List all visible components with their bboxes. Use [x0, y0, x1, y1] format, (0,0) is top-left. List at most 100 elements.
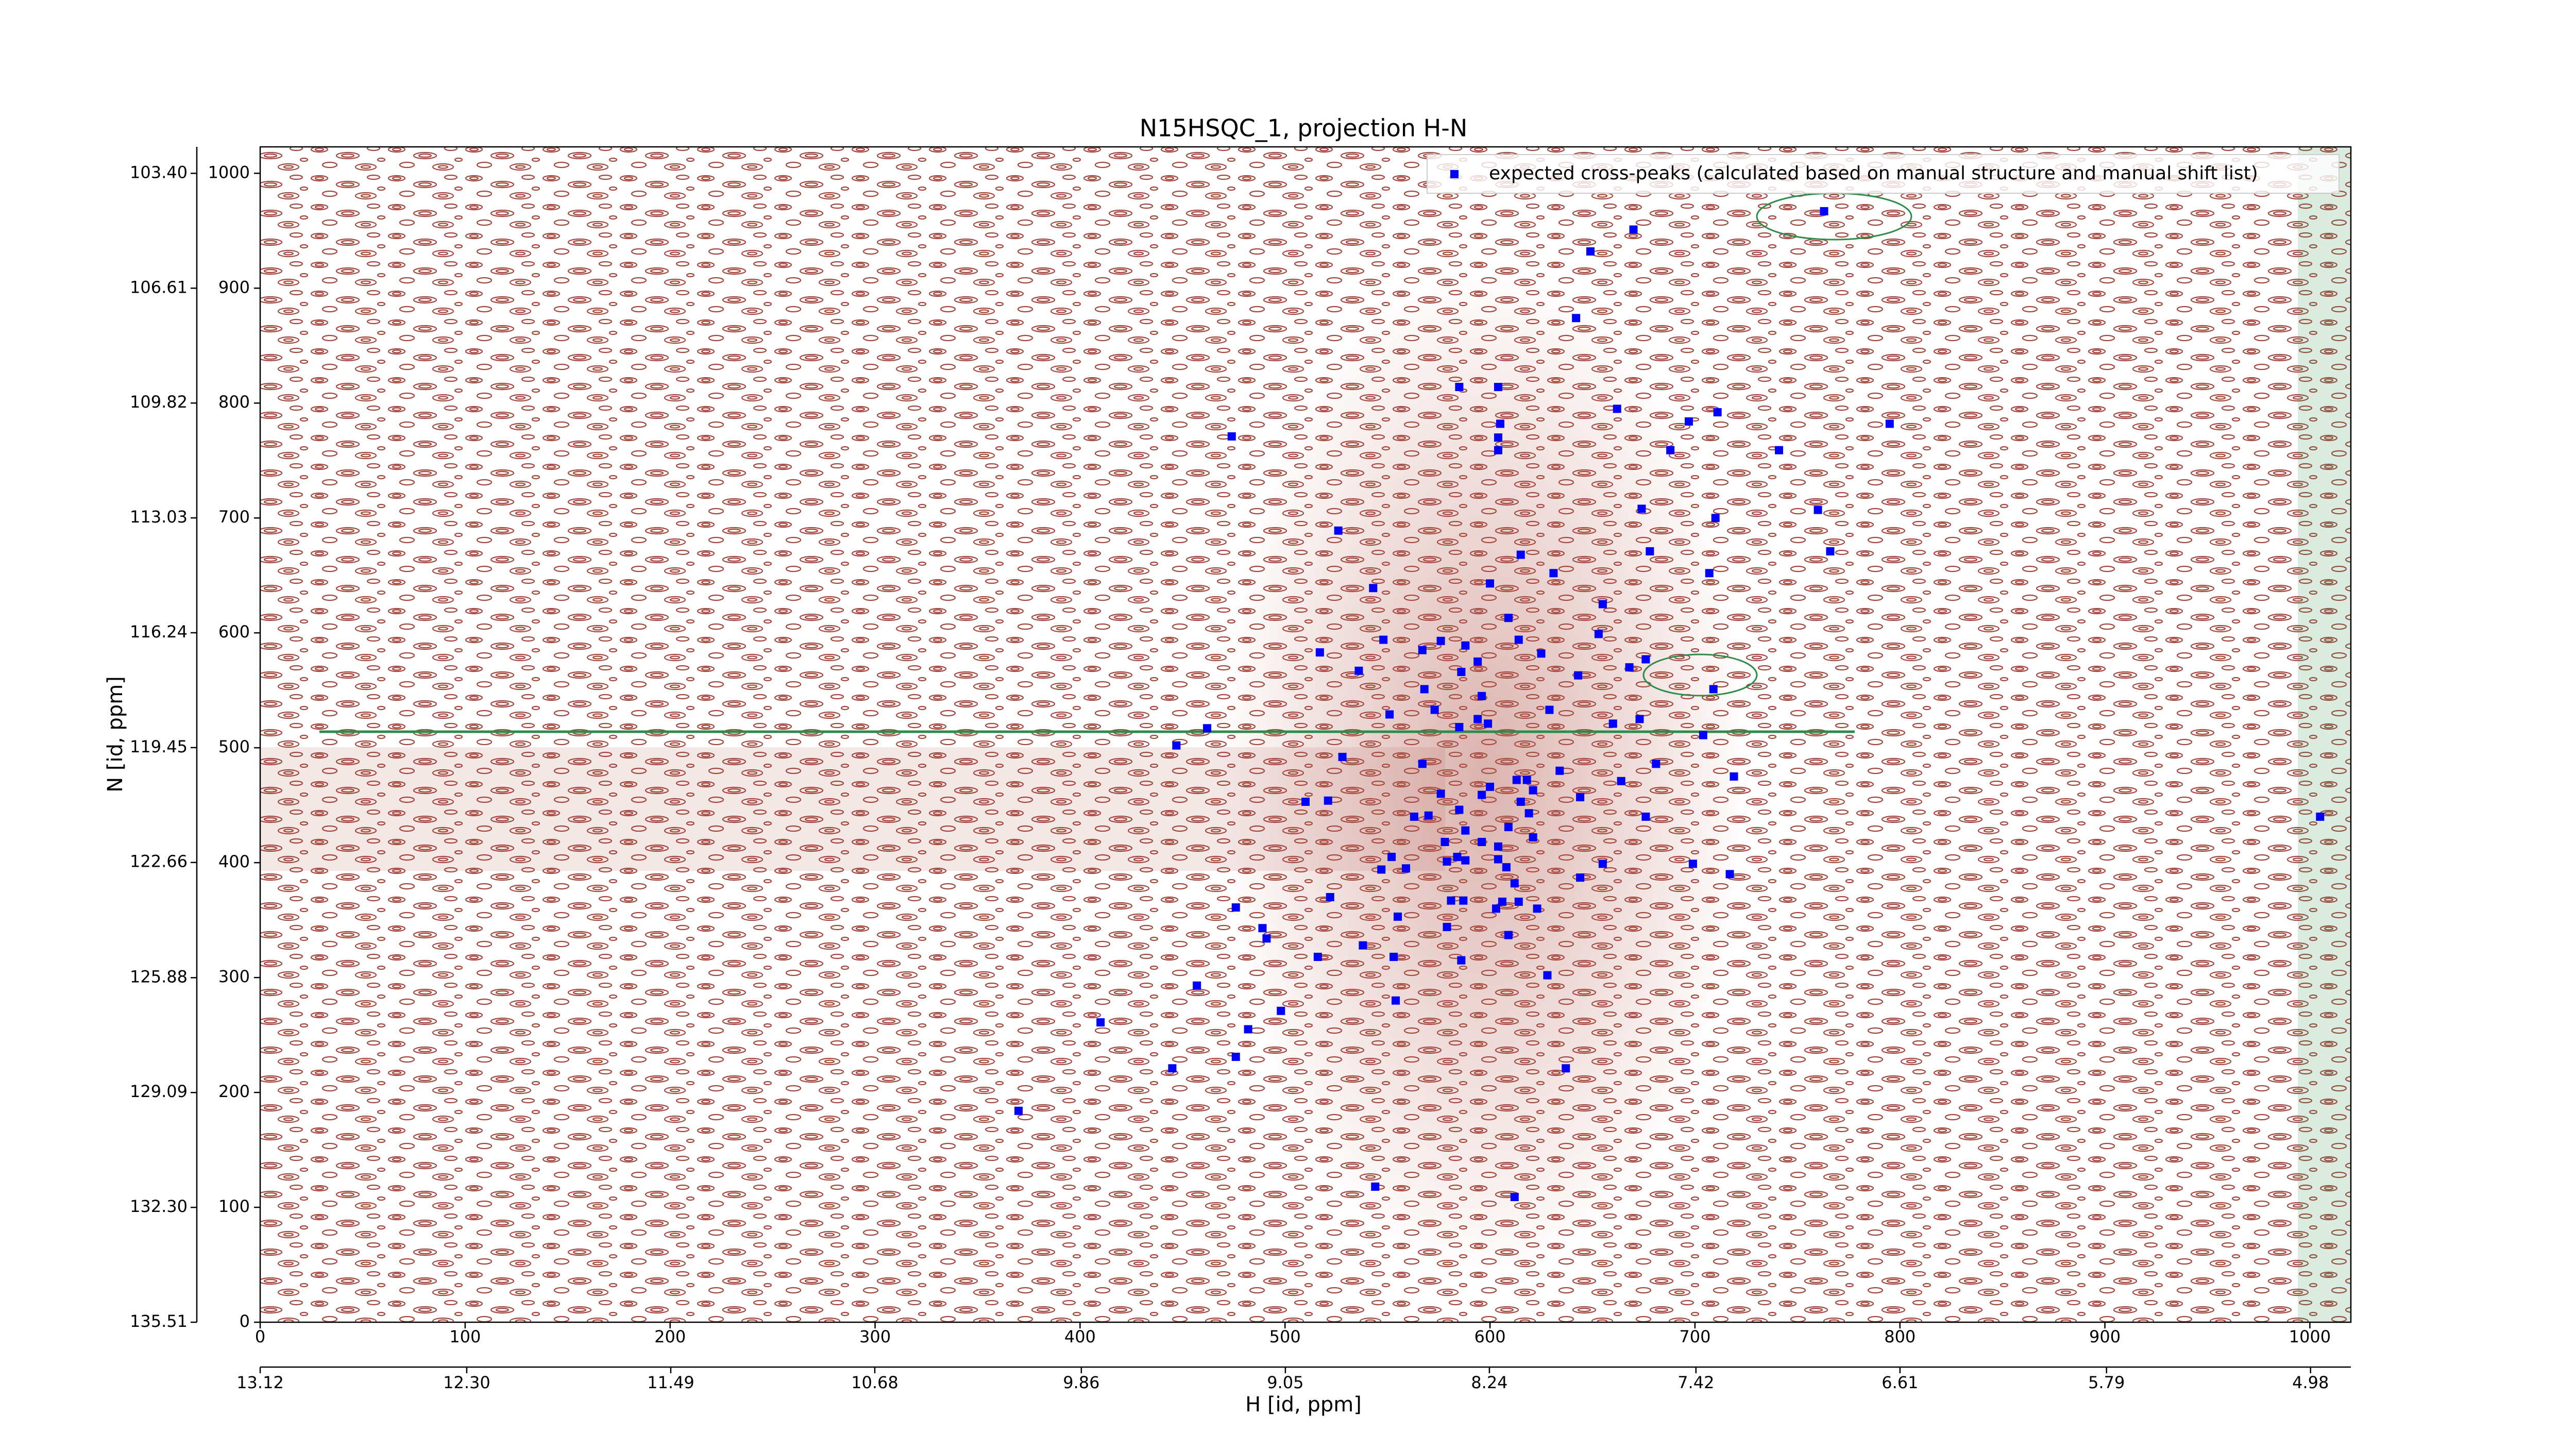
- x2-tick-label: 8.24: [1471, 1373, 1507, 1392]
- peak-marker: [1514, 635, 1523, 644]
- peak-marker: [1504, 614, 1513, 622]
- peak-marker: [1826, 547, 1835, 555]
- peak-marker: [1814, 506, 1822, 514]
- peak-marker: [1537, 649, 1546, 658]
- peak-marker: [1608, 719, 1617, 728]
- peak-marker: [1420, 685, 1429, 694]
- y2-tick-label: 122.66: [130, 852, 188, 871]
- peak-marker: [1572, 314, 1581, 323]
- peak-marker: [1418, 646, 1427, 654]
- peak-marker: [1301, 797, 1310, 806]
- peak-marker: [1315, 648, 1324, 657]
- peak-marker: [1562, 1064, 1570, 1073]
- peak-marker: [1516, 797, 1525, 806]
- peak-marker: [1635, 715, 1644, 723]
- x2-tick-label: 9.86: [1063, 1373, 1099, 1392]
- peak-marker: [1885, 419, 1894, 428]
- peak-marker: [1486, 579, 1495, 588]
- peak-marker: [1457, 667, 1466, 676]
- x-tick-label: 300: [859, 1327, 891, 1346]
- y-tick-label: 700: [218, 507, 250, 527]
- legend-marker: [1450, 170, 1459, 178]
- peak-marker: [1555, 766, 1564, 775]
- peak-marker: [1646, 547, 1654, 555]
- y2-tick-label: 109.82: [130, 392, 188, 412]
- peak-marker: [1494, 842, 1502, 851]
- peak-marker: [1512, 776, 1521, 784]
- peak-marker: [1617, 777, 1625, 785]
- peak-marker: [1711, 514, 1720, 523]
- peak-marker: [1641, 655, 1650, 664]
- x-tick-label: 700: [1679, 1327, 1710, 1346]
- peak-marker: [1713, 408, 1722, 417]
- x2-tick-label: 10.68: [851, 1373, 899, 1392]
- peak-marker: [1440, 837, 1449, 846]
- x-tick-label: 400: [1064, 1327, 1096, 1346]
- peak-marker: [1359, 941, 1367, 950]
- peak-marker: [1096, 1018, 1105, 1027]
- peak-marker: [1193, 981, 1201, 990]
- peak-marker: [1461, 856, 1470, 865]
- peak-marker: [1244, 1025, 1252, 1034]
- peak-marker: [1492, 904, 1500, 913]
- peak-marker: [1262, 934, 1271, 943]
- y2-tick-label: 103.40: [130, 162, 188, 182]
- y2-tick-label: 135.51: [130, 1311, 188, 1331]
- peak-marker: [1379, 635, 1388, 644]
- peak-marker: [1504, 822, 1513, 831]
- x-tick-label: 0: [255, 1327, 265, 1346]
- peak-marker: [1231, 1052, 1240, 1061]
- peak-marker: [1430, 705, 1439, 714]
- chart-title: N15HSQC_1, projection H-N: [1140, 114, 1468, 142]
- peak-marker: [1545, 705, 1554, 714]
- x-tick-label: 1000: [2289, 1327, 2331, 1346]
- x-tick-label: 600: [1475, 1327, 1506, 1346]
- peak-marker: [1473, 657, 1482, 666]
- peak-marker: [1203, 724, 1212, 733]
- legend-label: expected cross-peaks (calculated based o…: [1489, 163, 2258, 184]
- x2-tick-label: 9.05: [1267, 1373, 1303, 1392]
- peak-marker: [1443, 857, 1451, 866]
- peak-marker: [1576, 873, 1585, 882]
- x2-tick-label: 5.79: [2088, 1373, 2125, 1392]
- peak-marker: [1459, 896, 1468, 905]
- peak-marker: [1334, 526, 1343, 535]
- peak-marker: [1598, 860, 1607, 868]
- peak-marker: [1576, 793, 1585, 802]
- peak-marker: [1424, 811, 1433, 820]
- peak-marker: [1725, 870, 1734, 879]
- peak-marker: [1377, 865, 1386, 874]
- peak-marker: [1594, 630, 1603, 638]
- y-tick-label: 600: [218, 622, 250, 642]
- peak-marker: [1486, 782, 1495, 791]
- peak-marker: [1625, 663, 1634, 672]
- peak-marker: [1494, 446, 1502, 454]
- peak-marker: [1549, 569, 1558, 578]
- peak-marker: [1258, 924, 1267, 933]
- peak-marker: [1410, 812, 1418, 821]
- y-axis-label: N [id, ppm]: [104, 676, 127, 793]
- plot-frame: [259, 146, 2352, 1323]
- peak-marker: [1820, 207, 1828, 215]
- peak-marker: [1502, 863, 1511, 872]
- x-tick-label: 200: [654, 1327, 686, 1346]
- peak-marker: [1637, 504, 1646, 513]
- peak-marker: [1586, 247, 1595, 256]
- peak-marker: [1613, 405, 1621, 413]
- y2-tick-label: 116.24: [130, 622, 188, 642]
- peak-marker: [1688, 860, 1697, 868]
- y2-tick-label: 106.61: [130, 277, 188, 297]
- y2-tick-label: 132.30: [130, 1197, 188, 1216]
- y2-tick-label: 113.03: [130, 507, 188, 527]
- peak-marker: [1510, 1192, 1519, 1201]
- peak-marker: [1392, 996, 1400, 1005]
- x-axis-label: H [id, ppm]: [1245, 1393, 1362, 1417]
- y-tick-label: 400: [218, 852, 250, 871]
- peak-marker: [1457, 956, 1466, 965]
- peak-marker: [1684, 417, 1693, 426]
- peak-marker: [1529, 833, 1537, 842]
- peak-marker: [1354, 666, 1363, 675]
- peak-marker: [1313, 952, 1322, 961]
- peak-marker: [1338, 752, 1347, 761]
